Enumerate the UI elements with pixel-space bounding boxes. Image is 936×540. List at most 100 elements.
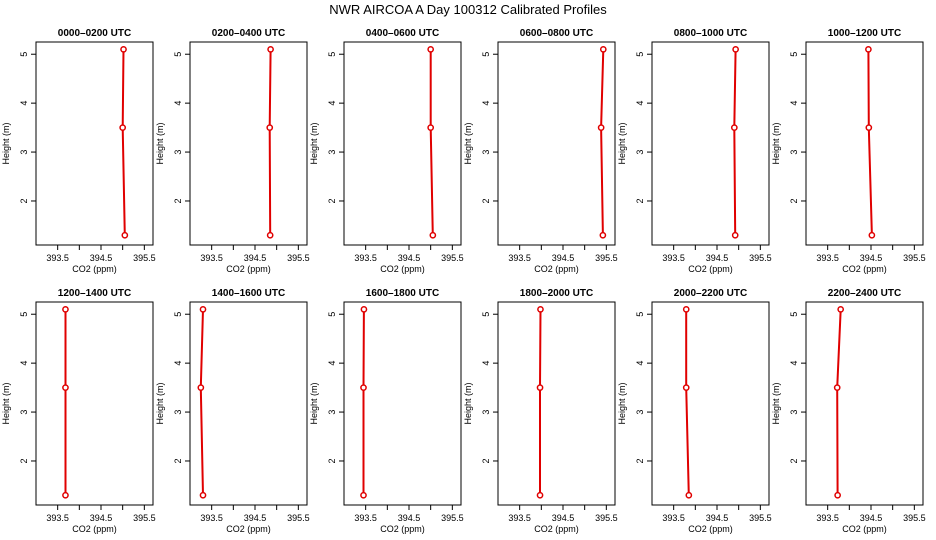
x-axis-label: CO2 (ppm)	[72, 524, 117, 534]
x-axis-label: CO2 (ppm)	[534, 264, 579, 274]
y-axis-label: Height (m)	[463, 122, 473, 164]
y-tick-label: 4	[635, 361, 645, 366]
profile-point	[427, 124, 435, 131]
y-tick-label: 3	[481, 150, 491, 155]
figure-title: NWR AIRCOA A Day 100312 Calibrated Profi…	[329, 2, 607, 17]
plot-frame	[189, 301, 308, 506]
x-tick-label: 394.5	[860, 253, 883, 263]
profile-point	[834, 491, 841, 499]
y-tick-label: 5	[789, 312, 799, 317]
y-tick-label: 4	[635, 101, 645, 106]
y-tick-label: 4	[173, 101, 183, 106]
profile-line	[867, 49, 873, 236]
y-tick-label: 3	[789, 150, 799, 155]
x-tick-label: 395.5	[441, 513, 464, 523]
panel-title: 1400–1600 UTC	[212, 288, 285, 299]
profile-panel: 1200–1400 UTC 393.5 394.5 395.5 2 3 4 5 CO2 (ppm…	[1, 288, 156, 534]
plot-frame	[35, 301, 154, 506]
plot-frame	[35, 41, 154, 246]
y-tick-label: 2	[635, 458, 645, 463]
profile-point	[685, 491, 693, 499]
profile-point	[868, 231, 876, 239]
panel-title: 0400–0600 UTC	[366, 28, 439, 39]
y-tick-label: 3	[789, 410, 799, 415]
profile-line	[429, 49, 434, 236]
x-tick-label: 394.5	[552, 513, 575, 523]
y-tick-label: 3	[19, 150, 29, 155]
profile-point	[199, 305, 207, 313]
profile-panel: 0400–0600 UTC 393.5 394.5 395.5 2 3 4 5 CO2 (ppm…	[309, 28, 464, 274]
x-tick-label: 393.5	[46, 253, 69, 263]
x-axis-label: CO2 (ppm)	[226, 264, 271, 274]
y-tick-label: 4	[173, 361, 183, 366]
x-axis-label: CO2 (ppm)	[688, 264, 733, 274]
y-axis-label: Height (m)	[1, 122, 11, 164]
plot-frame	[343, 301, 462, 506]
x-tick-label: 394.5	[398, 253, 421, 263]
x-tick-label: 395.5	[595, 253, 618, 263]
profile-panel: 1000–1200 UTC 393.5 394.5 395.5 2 3 4 5 CO2 (ppm…	[771, 28, 926, 274]
panel-grid: 0000–0200 UTC 393.5 394.5 395.5 2 3 4 5 CO2 (ppm…	[1, 28, 926, 534]
x-tick-label: 394.5	[90, 513, 113, 523]
y-tick-label: 3	[327, 150, 337, 155]
y-tick-label: 5	[173, 52, 183, 57]
plot-frame	[651, 41, 770, 246]
plot-frame	[805, 41, 924, 246]
profile-panel: 0200–0400 UTC 393.5 394.5 395.5 2 3 4 5 CO2 (ppm…	[155, 28, 310, 274]
profile-point	[732, 45, 739, 53]
y-axis-label: Height (m)	[771, 382, 781, 424]
x-tick-label: 393.5	[354, 513, 377, 523]
y-axis-label: Height (m)	[155, 382, 165, 424]
x-axis-label: CO2 (ppm)	[842, 264, 887, 274]
panel-title: 0800–1000 UTC	[674, 28, 747, 39]
x-tick-label: 394.5	[552, 253, 575, 263]
profile-point	[121, 231, 129, 239]
y-tick-label: 5	[19, 312, 29, 317]
y-tick-label: 3	[19, 410, 29, 415]
x-tick-label: 395.5	[133, 253, 156, 263]
profile-point	[120, 45, 127, 53]
x-tick-label: 395.5	[903, 513, 926, 523]
y-tick-label: 2	[19, 198, 29, 203]
x-tick-label: 394.5	[244, 513, 267, 523]
y-tick-label: 2	[327, 198, 337, 203]
y-axis-label: Height (m)	[617, 382, 627, 424]
profile-line	[600, 49, 605, 236]
y-tick-label: 5	[327, 312, 337, 317]
profile-point	[682, 384, 690, 391]
x-tick-label: 395.5	[287, 513, 310, 523]
y-tick-label: 4	[327, 361, 337, 366]
x-tick-label: 393.5	[662, 253, 685, 263]
y-tick-label: 4	[789, 101, 799, 106]
y-tick-label: 2	[481, 458, 491, 463]
profile-line	[121, 49, 126, 236]
x-axis-label: CO2 (ppm)	[534, 524, 579, 534]
x-tick-label: 393.5	[816, 253, 839, 263]
x-tick-label: 395.5	[441, 253, 464, 263]
panel-title: 1200–1400 UTC	[58, 288, 131, 299]
x-tick-label: 395.5	[903, 253, 926, 263]
y-tick-label: 3	[173, 410, 183, 415]
profile-point	[865, 124, 873, 131]
profile-point	[360, 384, 367, 391]
x-tick-label: 394.5	[860, 513, 883, 523]
y-tick-label: 5	[635, 312, 645, 317]
profile-point	[119, 124, 127, 131]
panel-title: 1800–2000 UTC	[520, 288, 593, 299]
panel-title: 0600–0800 UTC	[520, 28, 593, 39]
plot-frame	[343, 41, 462, 246]
x-axis-label: CO2 (ppm)	[226, 524, 271, 534]
plot-frame	[497, 41, 616, 246]
x-tick-label: 394.5	[706, 513, 729, 523]
y-tick-label: 3	[327, 410, 337, 415]
profile-line	[539, 309, 542, 496]
profile-line	[268, 49, 272, 236]
x-axis-label: CO2 (ppm)	[380, 524, 425, 534]
y-axis-label: Height (m)	[1, 382, 11, 424]
x-tick-label: 395.5	[749, 513, 772, 523]
y-tick-label: 5	[173, 312, 183, 317]
profile-point	[536, 491, 544, 499]
y-tick-label: 2	[635, 198, 645, 203]
x-tick-label: 393.5	[200, 253, 223, 263]
